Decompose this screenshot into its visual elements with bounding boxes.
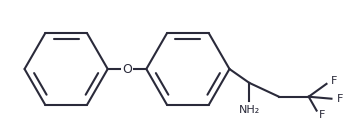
Text: F: F bbox=[319, 110, 325, 120]
Text: NH₂: NH₂ bbox=[239, 105, 260, 115]
Text: O: O bbox=[122, 63, 132, 75]
Text: F: F bbox=[336, 94, 343, 104]
Text: F: F bbox=[330, 76, 337, 86]
